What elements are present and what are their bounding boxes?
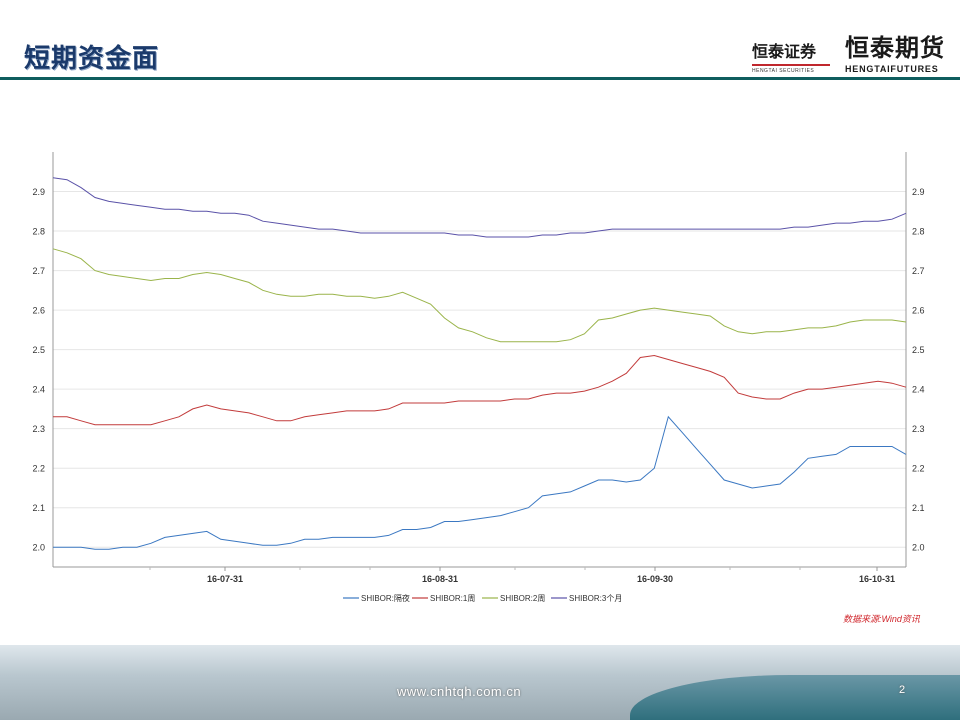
series-line: [53, 354, 907, 426]
title-divider: [0, 77, 960, 80]
y-tick-label-right: 2.3: [912, 424, 925, 434]
chart-grid: [53, 191, 906, 548]
data-source-note: 数据来源:Wind资讯: [843, 614, 920, 624]
y-tick-label-right: 2.0: [912, 543, 925, 553]
shibor-line-chart: 2.0 2.0 2.1 2.1 2.2 2.2 2.3 2.3 2.4 2.4 2.5 2.5 2.6 2…: [32, 152, 925, 603]
hengtai-futures-logo: 恒泰期货 HENGTAIFUTURES: [845, 28, 957, 74]
series-line: [52, 248, 907, 343]
y-tick-label-left: 2.8: [32, 227, 45, 237]
series-line: [53, 415, 907, 550]
chart-legend: SHIBOR:隔夜 SHIBOR:1周 SHIBOR:2周 SHIBOR:3个月: [343, 593, 622, 603]
chart-series: [52, 177, 907, 550]
y-tick-label-left: 2.1: [32, 503, 45, 513]
y-tick-label-right: 2.4: [912, 385, 925, 395]
legend-label: SHIBOR:2周: [500, 594, 545, 603]
futures-logo-text: 恒泰期货: [845, 34, 945, 62]
x-tick-label: 16-08-31: [422, 574, 458, 584]
y-tick-label-right: 2.2: [912, 464, 925, 474]
footer-banner: [0, 645, 960, 720]
securities-logo-en: HENGTAI SECURITIES: [752, 68, 815, 74]
footer-water: [630, 675, 960, 720]
hengtai-securities-logo: 恒泰证券 HENGTAI SECURITIES: [752, 38, 832, 74]
y-tick-label-left: 2.2: [32, 464, 45, 474]
y-tick-label-right: 2.8: [912, 227, 925, 237]
x-tick-label: 16-07-31: [207, 574, 243, 584]
y-tick-label-left: 2.9: [32, 187, 45, 197]
slide-title: 短期资金面: [24, 44, 160, 74]
legend-label: SHIBOR:3个月: [569, 594, 622, 603]
y-tick-label-left: 2.4: [32, 385, 45, 395]
y-tick-label-left: 2.6: [32, 306, 45, 316]
x-tick-label: 16-10-31: [859, 574, 895, 584]
footer-url: www.cnhtqh.com.cn: [397, 684, 522, 699]
y-tick-label-right: 2.1: [912, 503, 925, 513]
page-number: 2: [899, 684, 906, 696]
y-tick-label-left: 2.3: [32, 424, 45, 434]
futures-logo-en: HENGTAIFUTURES: [845, 64, 939, 74]
y-tick-label-left: 2.5: [32, 345, 45, 355]
securities-logo-text: 恒泰证券: [752, 42, 817, 61]
legend-label: SHIBOR:1周: [430, 594, 475, 603]
y-tick-label-right: 2.6: [912, 306, 925, 316]
x-tick-label: 16-09-30: [637, 574, 673, 584]
chart-axes: 2.0 2.0 2.1 2.1 2.2 2.2 2.3 2.3 2.4 2.4 2.5 2.5 2.6 2…: [32, 152, 925, 584]
legend-label: SHIBOR:隔夜: [361, 593, 410, 603]
y-tick-label-left: 2.7: [32, 266, 45, 276]
y-tick-label-left: 2.0: [32, 543, 45, 553]
y-tick-label-right: 2.7: [912, 266, 925, 276]
securities-logo-bar: [752, 64, 830, 66]
series-line: [52, 177, 907, 238]
y-tick-label-right: 2.9: [912, 187, 925, 197]
y-tick-label-right: 2.5: [912, 345, 925, 355]
